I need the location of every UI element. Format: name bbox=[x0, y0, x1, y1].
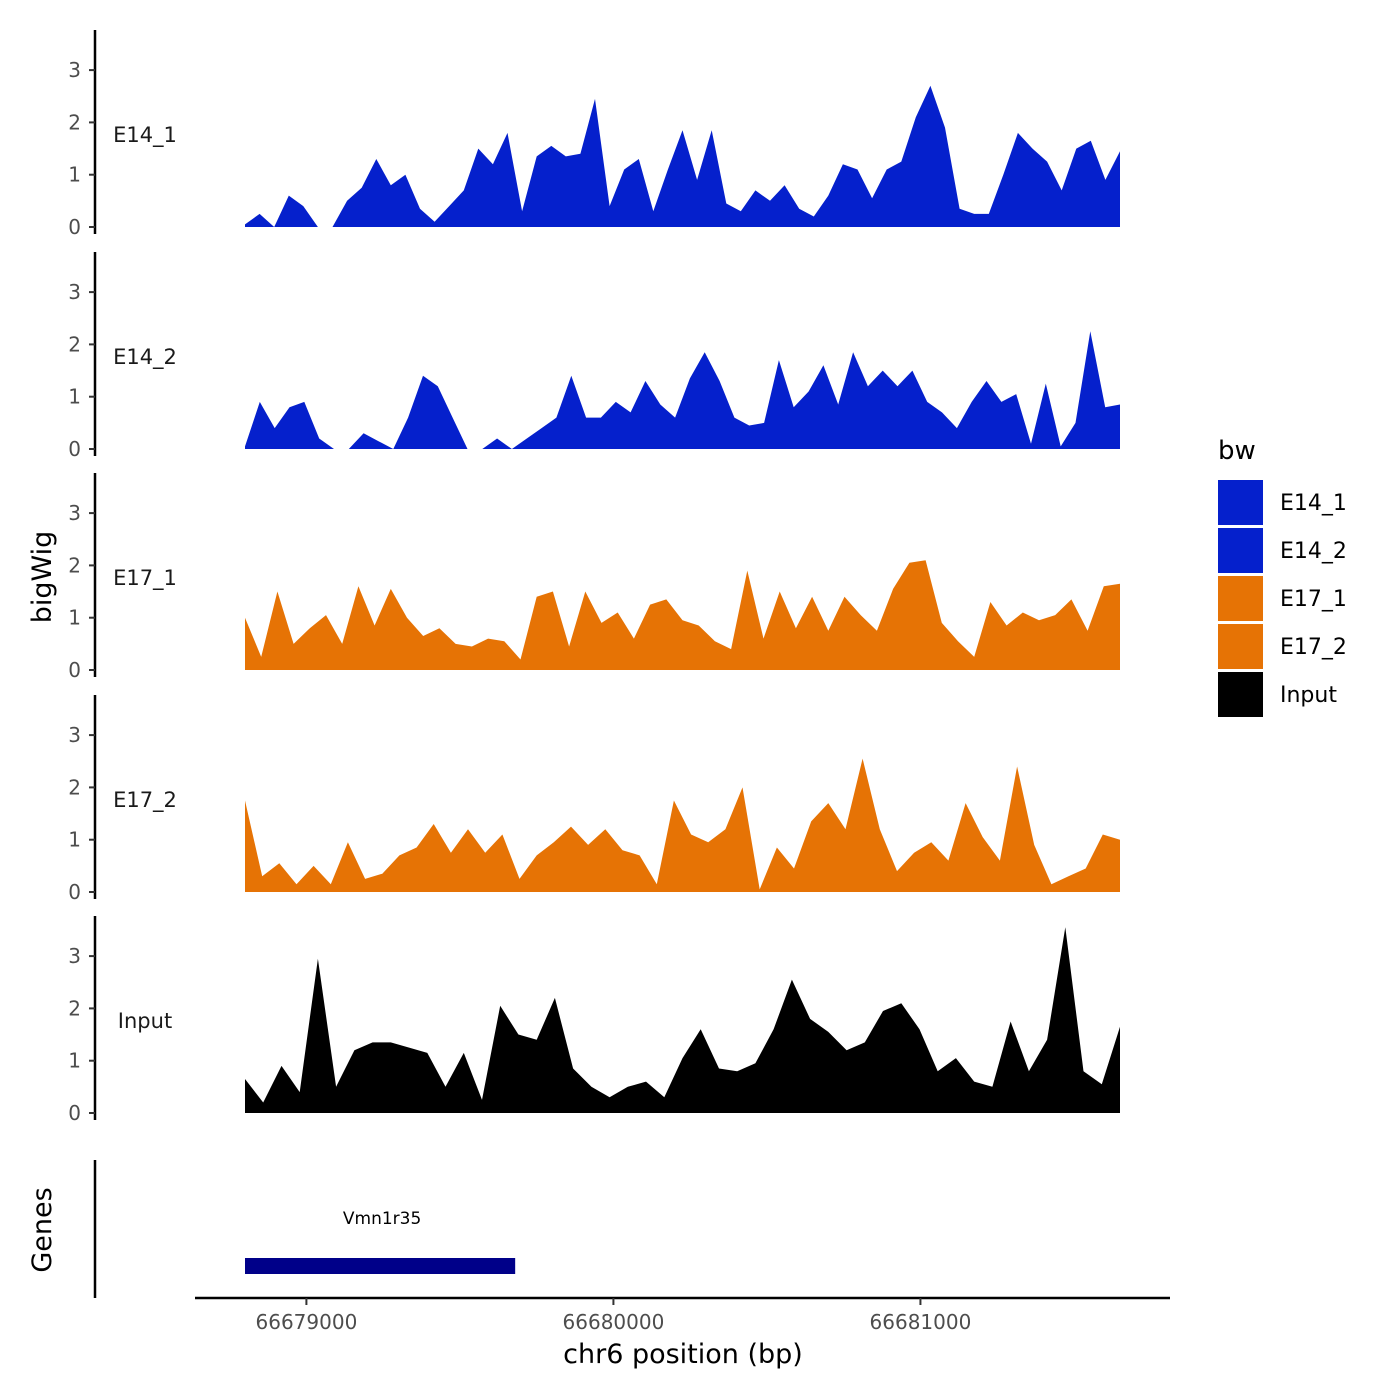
y-tick-label: 0 bbox=[68, 880, 81, 904]
track-label: E17_1 bbox=[113, 566, 177, 591]
gene-label: Vmn1r35 bbox=[343, 1209, 421, 1229]
track-panels: 0 1 2 3 E14_1 0 1 2 3 E14_2 0 1 2 3 E17_1 0 1 2 3 E17_2 0 1 2 3… bbox=[68, 30, 1120, 1125]
series-area-E17_2 bbox=[245, 758, 1120, 892]
legend-swatch-E14_2 bbox=[1218, 528, 1263, 573]
y-tick-label: 2 bbox=[68, 332, 81, 356]
legend-swatch-E17_1 bbox=[1218, 576, 1263, 621]
y-tick-label: 3 bbox=[68, 501, 81, 525]
track-E14_1: 0 1 2 3 E14_1 bbox=[68, 30, 1120, 239]
x-tick-label: 66681000 bbox=[870, 1310, 972, 1334]
track-E14_2: 0 1 2 3 E14_2 bbox=[68, 252, 1120, 461]
legend: bw E14_1 E14_2 E17_1 E17_2 Input bbox=[1218, 436, 1347, 717]
y-tick-label: 0 bbox=[68, 658, 81, 682]
y-tick-label: 3 bbox=[68, 723, 81, 747]
y-tick-label: 3 bbox=[68, 58, 81, 82]
series-area-E14_1 bbox=[245, 85, 1120, 227]
x-tick-label: 66679000 bbox=[256, 1310, 358, 1334]
x-tick-label: 66680000 bbox=[563, 1310, 665, 1334]
y-tick-label: 3 bbox=[68, 280, 81, 304]
y-tick-label: 2 bbox=[68, 996, 81, 1020]
legend-label: E17_2 bbox=[1280, 635, 1347, 660]
y-tick-label: 1 bbox=[68, 828, 81, 852]
y-tick-label: 0 bbox=[68, 215, 81, 239]
y-tick-label: 0 bbox=[68, 1101, 81, 1125]
legend-label: E14_1 bbox=[1280, 491, 1347, 516]
legend-swatch-E14_1 bbox=[1218, 480, 1263, 525]
y-tick-label: 2 bbox=[68, 775, 81, 799]
genes-axis-title: Genes bbox=[27, 1187, 58, 1272]
y-tick-label: 2 bbox=[68, 553, 81, 577]
y-tick-label: 2 bbox=[68, 110, 81, 134]
track-label: E17_2 bbox=[113, 788, 177, 813]
x-axis-title: chr6 position (bp) bbox=[563, 1339, 803, 1370]
y-tick-label: 1 bbox=[68, 163, 81, 187]
y-tick-label: 0 bbox=[68, 437, 81, 461]
gene-bar bbox=[245, 1258, 516, 1274]
track-label: E14_2 bbox=[113, 345, 177, 370]
track-Input: 0 1 2 3 Input bbox=[68, 916, 1120, 1125]
x-axis: 66679000 66680000 66681000 bbox=[195, 1296, 1170, 1334]
y-tick-label: 3 bbox=[68, 944, 81, 968]
y-tick-label: 1 bbox=[68, 1049, 81, 1073]
series-area-E14_2 bbox=[245, 331, 1120, 449]
series-area-Input bbox=[245, 927, 1120, 1113]
y-tick-label: 1 bbox=[68, 606, 81, 630]
track-E17_1: 0 1 2 3 E17_1 bbox=[68, 473, 1120, 682]
gene-track: Vmn1r35 bbox=[93, 1160, 516, 1298]
legend-title: bw bbox=[1218, 436, 1256, 466]
legend-swatch-Input bbox=[1218, 672, 1263, 717]
y-axis-title: bigWig bbox=[27, 531, 58, 624]
legend-swatch-E17_2 bbox=[1218, 624, 1263, 669]
track-E17_2: 0 1 2 3 E17_2 bbox=[68, 695, 1120, 904]
y-tick-label: 1 bbox=[68, 385, 81, 409]
track-label: E14_1 bbox=[113, 123, 177, 148]
legend-label: E17_1 bbox=[1280, 587, 1347, 612]
legend-label: Input bbox=[1280, 683, 1337, 708]
track-label: Input bbox=[118, 1009, 172, 1033]
legend-label: E14_2 bbox=[1280, 539, 1347, 564]
series-area-E17_1 bbox=[245, 560, 1120, 670]
